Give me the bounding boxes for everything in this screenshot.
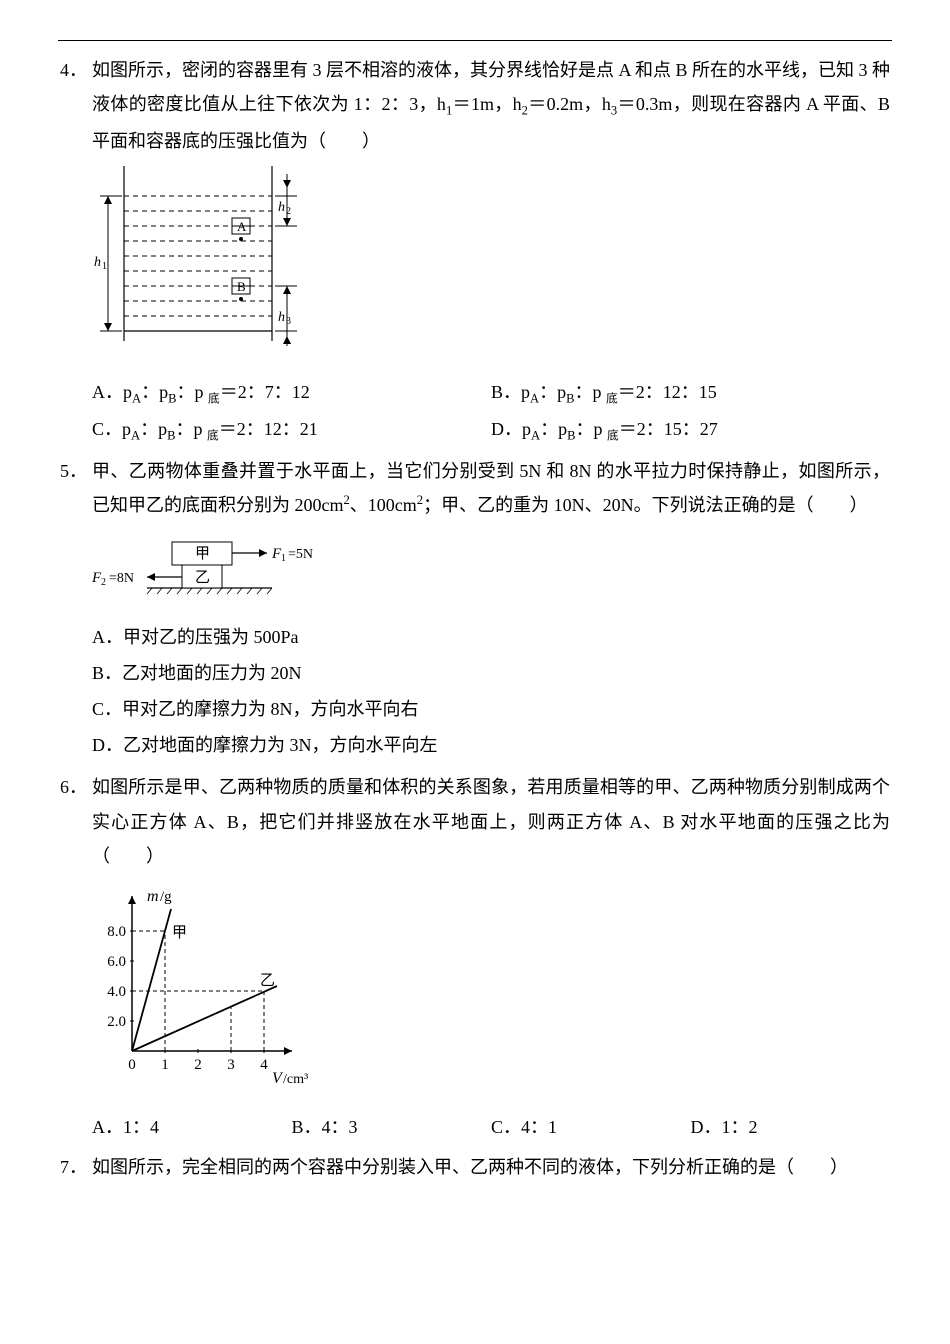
svg-text:6.0: 6.0: [107, 954, 126, 970]
svg-text:/g: /g: [160, 889, 172, 905]
question-body: 如图所示，完全相同的两个容器中分别装入甲、乙两种不同的液体，下列分析正确的是（ …: [92, 1150, 890, 1184]
q6-option-b: B．4：3: [292, 1110, 492, 1144]
svg-text:乙: 乙: [195, 570, 210, 586]
question-number: 4．: [60, 53, 92, 448]
svg-text:3: 3: [286, 316, 291, 327]
q5-option-b: B．乙对地面的压力为 20N: [92, 656, 890, 690]
question-4: 4． 如图所示，密闭的容器里有 3 层不相溶的液体，其分界线恰好是点 A 和点 …: [60, 53, 890, 448]
q6-option-d: D．1：2: [691, 1110, 891, 1144]
q5-options: A．甲对乙的压强为 500Pa B．乙对地面的压力为 20N C．甲对乙的摩擦力…: [92, 620, 890, 763]
q5-diagram: 乙 甲 F 1 =5N F 2 =8N: [92, 530, 890, 611]
svg-text:=8N: =8N: [109, 571, 134, 586]
question-text: 如图所示，密闭的容器里有 3 层不相溶的液体，其分界线恰好是点 A 和点 B 所…: [92, 53, 890, 158]
svg-text:8.0: 8.0: [107, 924, 126, 940]
svg-text:乙: 乙: [260, 973, 275, 989]
svg-text:4.0: 4.0: [107, 984, 126, 1000]
question-number: 6．: [60, 770, 92, 1144]
svg-text:2: 2: [194, 1057, 202, 1073]
question-body: 如图所示，密闭的容器里有 3 层不相溶的液体，其分界线恰好是点 A 和点 B 所…: [92, 53, 890, 448]
question-body: 如图所示是甲、乙两种物质的质量和体积的关系图象，若用质量相等的甲、乙两种物质分别…: [92, 770, 890, 1144]
q6-option-a: A．1：4: [92, 1110, 292, 1144]
question-number: 7．: [60, 1150, 92, 1184]
svg-text:甲: 甲: [172, 925, 187, 941]
q6-options: A．1：4 B．4：3 C．4：1 D．1：2: [92, 1110, 890, 1144]
svg-text:3: 3: [227, 1057, 235, 1073]
question-body: 甲、乙两物体重叠并置于水平面上，当它们分别受到 5N 和 8N 的水平拉力时保持…: [92, 454, 890, 764]
svg-text:1: 1: [161, 1057, 169, 1073]
q4-option-b: B．pA：pB：p 底＝2：12：15: [491, 375, 890, 412]
svg-text:h: h: [94, 255, 101, 270]
question-7: 7． 如图所示，完全相同的两个容器中分别装入甲、乙两种不同的液体，下列分析正确的…: [60, 1150, 890, 1184]
svg-text:m: m: [147, 888, 159, 905]
question-number: 5．: [60, 454, 92, 764]
question-5: 5． 甲、乙两物体重叠并置于水平面上，当它们分别受到 5N 和 8N 的水平拉力…: [60, 454, 890, 764]
q5-option-a: A．甲对乙的压强为 500Pa: [92, 620, 890, 654]
svg-text:B: B: [237, 279, 246, 294]
q5-option-c: C．甲对乙的摩擦力为 8N，方向水平向右: [92, 692, 890, 726]
q4-options-row1: A．pA：pB：p 底＝2：7：12 B．pA：pB：p 底＝2：12：15: [92, 375, 890, 412]
q6-option-c: C．4：1: [491, 1110, 691, 1144]
header-rule: [58, 40, 892, 41]
q4-options-row2: C．pA：pB：p 底＝2：12：21 D．pA：pB：p 底＝2：15：27: [92, 412, 890, 449]
svg-text:=5N: =5N: [288, 547, 313, 562]
svg-text:4: 4: [260, 1057, 268, 1073]
svg-text:2: 2: [101, 577, 106, 588]
q4-option-d: D．pA：pB：p 底＝2：15：27: [491, 412, 890, 449]
svg-text:h: h: [278, 310, 285, 325]
q4-option-c: C．pA：pB：p 底＝2：12：21: [92, 412, 491, 449]
svg-text:1: 1: [102, 261, 107, 272]
svg-text:2.0: 2.0: [107, 1014, 126, 1030]
question-text: 如图所示，完全相同的两个容器中分别装入甲、乙两种不同的液体，下列分析正确的是（ …: [92, 1150, 890, 1184]
q6-diagram: 2.0 4.0 6.0 8.0 0 1 2 3 4 m /g V /cm³: [92, 881, 890, 1102]
svg-text:A: A: [237, 219, 247, 234]
q4-diagram: A B h 1 h 2: [92, 166, 890, 367]
svg-text:1: 1: [281, 553, 286, 564]
q5-option-d: D．乙对地面的摩擦力为 3N，方向水平向左: [92, 728, 890, 762]
svg-text:/cm³: /cm³: [283, 1072, 308, 1087]
svg-text:0: 0: [128, 1057, 136, 1073]
svg-text:2: 2: [286, 206, 291, 217]
question-6: 6． 如图所示是甲、乙两种物质的质量和体积的关系图象，若用质量相等的甲、乙两种物…: [60, 770, 890, 1144]
svg-text:h: h: [278, 200, 285, 215]
q4-option-a: A．pA：pB：p 底＝2：7：12: [92, 375, 491, 412]
question-text: 如图所示是甲、乙两种物质的质量和体积的关系图象，若用质量相等的甲、乙两种物质分别…: [92, 770, 890, 873]
svg-text:甲: 甲: [195, 546, 210, 562]
question-text: 甲、乙两物体重叠并置于水平面上，当它们分别受到 5N 和 8N 的水平拉力时保持…: [92, 454, 890, 522]
